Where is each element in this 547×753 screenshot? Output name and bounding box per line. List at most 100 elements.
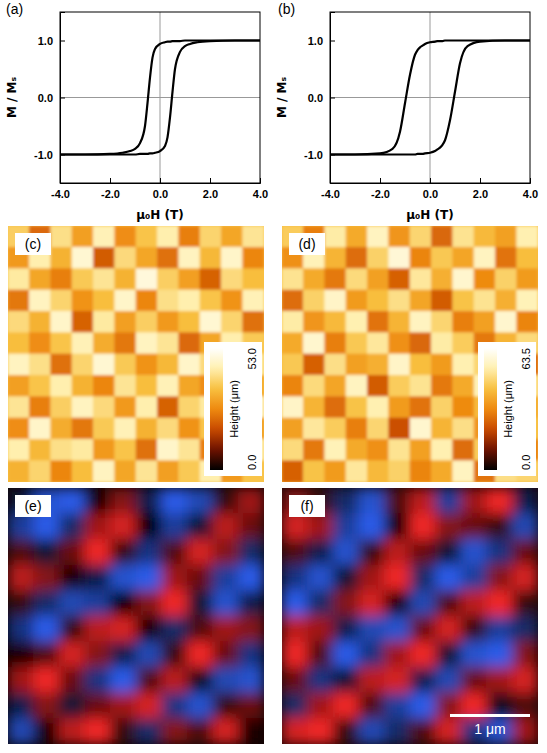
cell — [303, 290, 325, 312]
cell — [431, 247, 453, 269]
cell — [410, 439, 432, 461]
cell — [136, 539, 162, 565]
tick-label: 4.0 — [523, 188, 538, 200]
cell — [59, 693, 85, 719]
cell — [431, 332, 453, 354]
cell — [452, 396, 474, 418]
cell — [178, 354, 200, 376]
image-ground — [282, 488, 538, 744]
cell — [93, 290, 115, 312]
cell — [59, 513, 85, 539]
cell — [452, 439, 474, 461]
cell — [50, 226, 72, 248]
cell — [282, 332, 304, 354]
cell — [72, 311, 94, 333]
cell — [282, 439, 304, 461]
image-panel: (f)1 μm — [282, 488, 539, 745]
cell — [388, 268, 410, 290]
cell — [410, 667, 436, 693]
image-panel: (c)Height (μm)0.053.0 — [8, 226, 265, 483]
cell — [367, 290, 389, 312]
cell — [410, 488, 436, 514]
cell — [157, 418, 179, 440]
cell — [238, 513, 264, 539]
cell — [8, 354, 30, 376]
cell — [359, 693, 385, 719]
cell — [431, 290, 453, 312]
panel-label: (c) — [25, 236, 41, 252]
cell — [307, 693, 333, 719]
cell — [388, 226, 410, 248]
cell — [282, 565, 308, 591]
cell — [72, 290, 94, 312]
cell — [178, 375, 200, 397]
cell — [200, 226, 222, 248]
cell — [85, 565, 111, 591]
cell — [346, 439, 368, 461]
cell — [238, 590, 264, 616]
cell — [8, 396, 30, 418]
cell — [367, 439, 389, 461]
cell — [388, 418, 410, 440]
cell — [452, 311, 474, 333]
cell — [85, 590, 111, 616]
cell — [384, 616, 410, 642]
cell — [307, 641, 333, 667]
cell — [161, 565, 187, 591]
cell — [59, 565, 85, 591]
cell — [452, 354, 474, 376]
cell — [200, 268, 222, 290]
cell — [333, 513, 359, 539]
cell — [8, 332, 30, 354]
cell — [238, 718, 264, 744]
cell — [157, 226, 179, 248]
cell — [72, 418, 94, 440]
cell — [359, 539, 385, 565]
cell — [367, 396, 389, 418]
panel-label: (f) — [300, 498, 313, 514]
cell — [8, 565, 34, 591]
cell — [85, 488, 111, 514]
cell — [178, 290, 200, 312]
cell — [136, 247, 158, 269]
cell — [50, 396, 72, 418]
cell — [221, 226, 243, 248]
cell — [114, 418, 136, 440]
y-axis: -1.00.01.0 — [304, 13, 335, 184]
cell — [50, 460, 72, 482]
cell — [384, 488, 410, 514]
cell — [388, 311, 410, 333]
cell — [324, 226, 346, 248]
cell — [93, 226, 115, 248]
tick-mark — [60, 98, 65, 99]
cell — [200, 247, 222, 269]
cell — [221, 247, 243, 269]
cell — [157, 375, 179, 397]
tick: 1.0 — [308, 35, 335, 47]
cell — [93, 375, 115, 397]
cell — [29, 311, 51, 333]
cell — [512, 641, 538, 667]
cell — [50, 290, 72, 312]
cell — [388, 354, 410, 376]
y-axis-title: M / Mₛ — [5, 76, 19, 118]
cell — [8, 460, 30, 482]
tick-mark — [380, 178, 381, 183]
cell — [157, 332, 179, 354]
cell — [512, 718, 538, 744]
cell — [114, 396, 136, 418]
cell — [307, 513, 333, 539]
cell — [178, 439, 200, 461]
cell — [8, 693, 34, 719]
cell — [303, 354, 325, 376]
cell — [388, 375, 410, 397]
cell — [50, 439, 72, 461]
cell — [114, 247, 136, 269]
cell — [59, 539, 85, 565]
tick-label: 1.0 — [308, 35, 323, 47]
cell — [50, 247, 72, 269]
colorbar-tick-label: 0.0 — [520, 455, 532, 470]
cell — [50, 375, 72, 397]
colorbar-title: Height (μm) — [502, 380, 514, 438]
panel-label: (b) — [278, 1, 295, 17]
